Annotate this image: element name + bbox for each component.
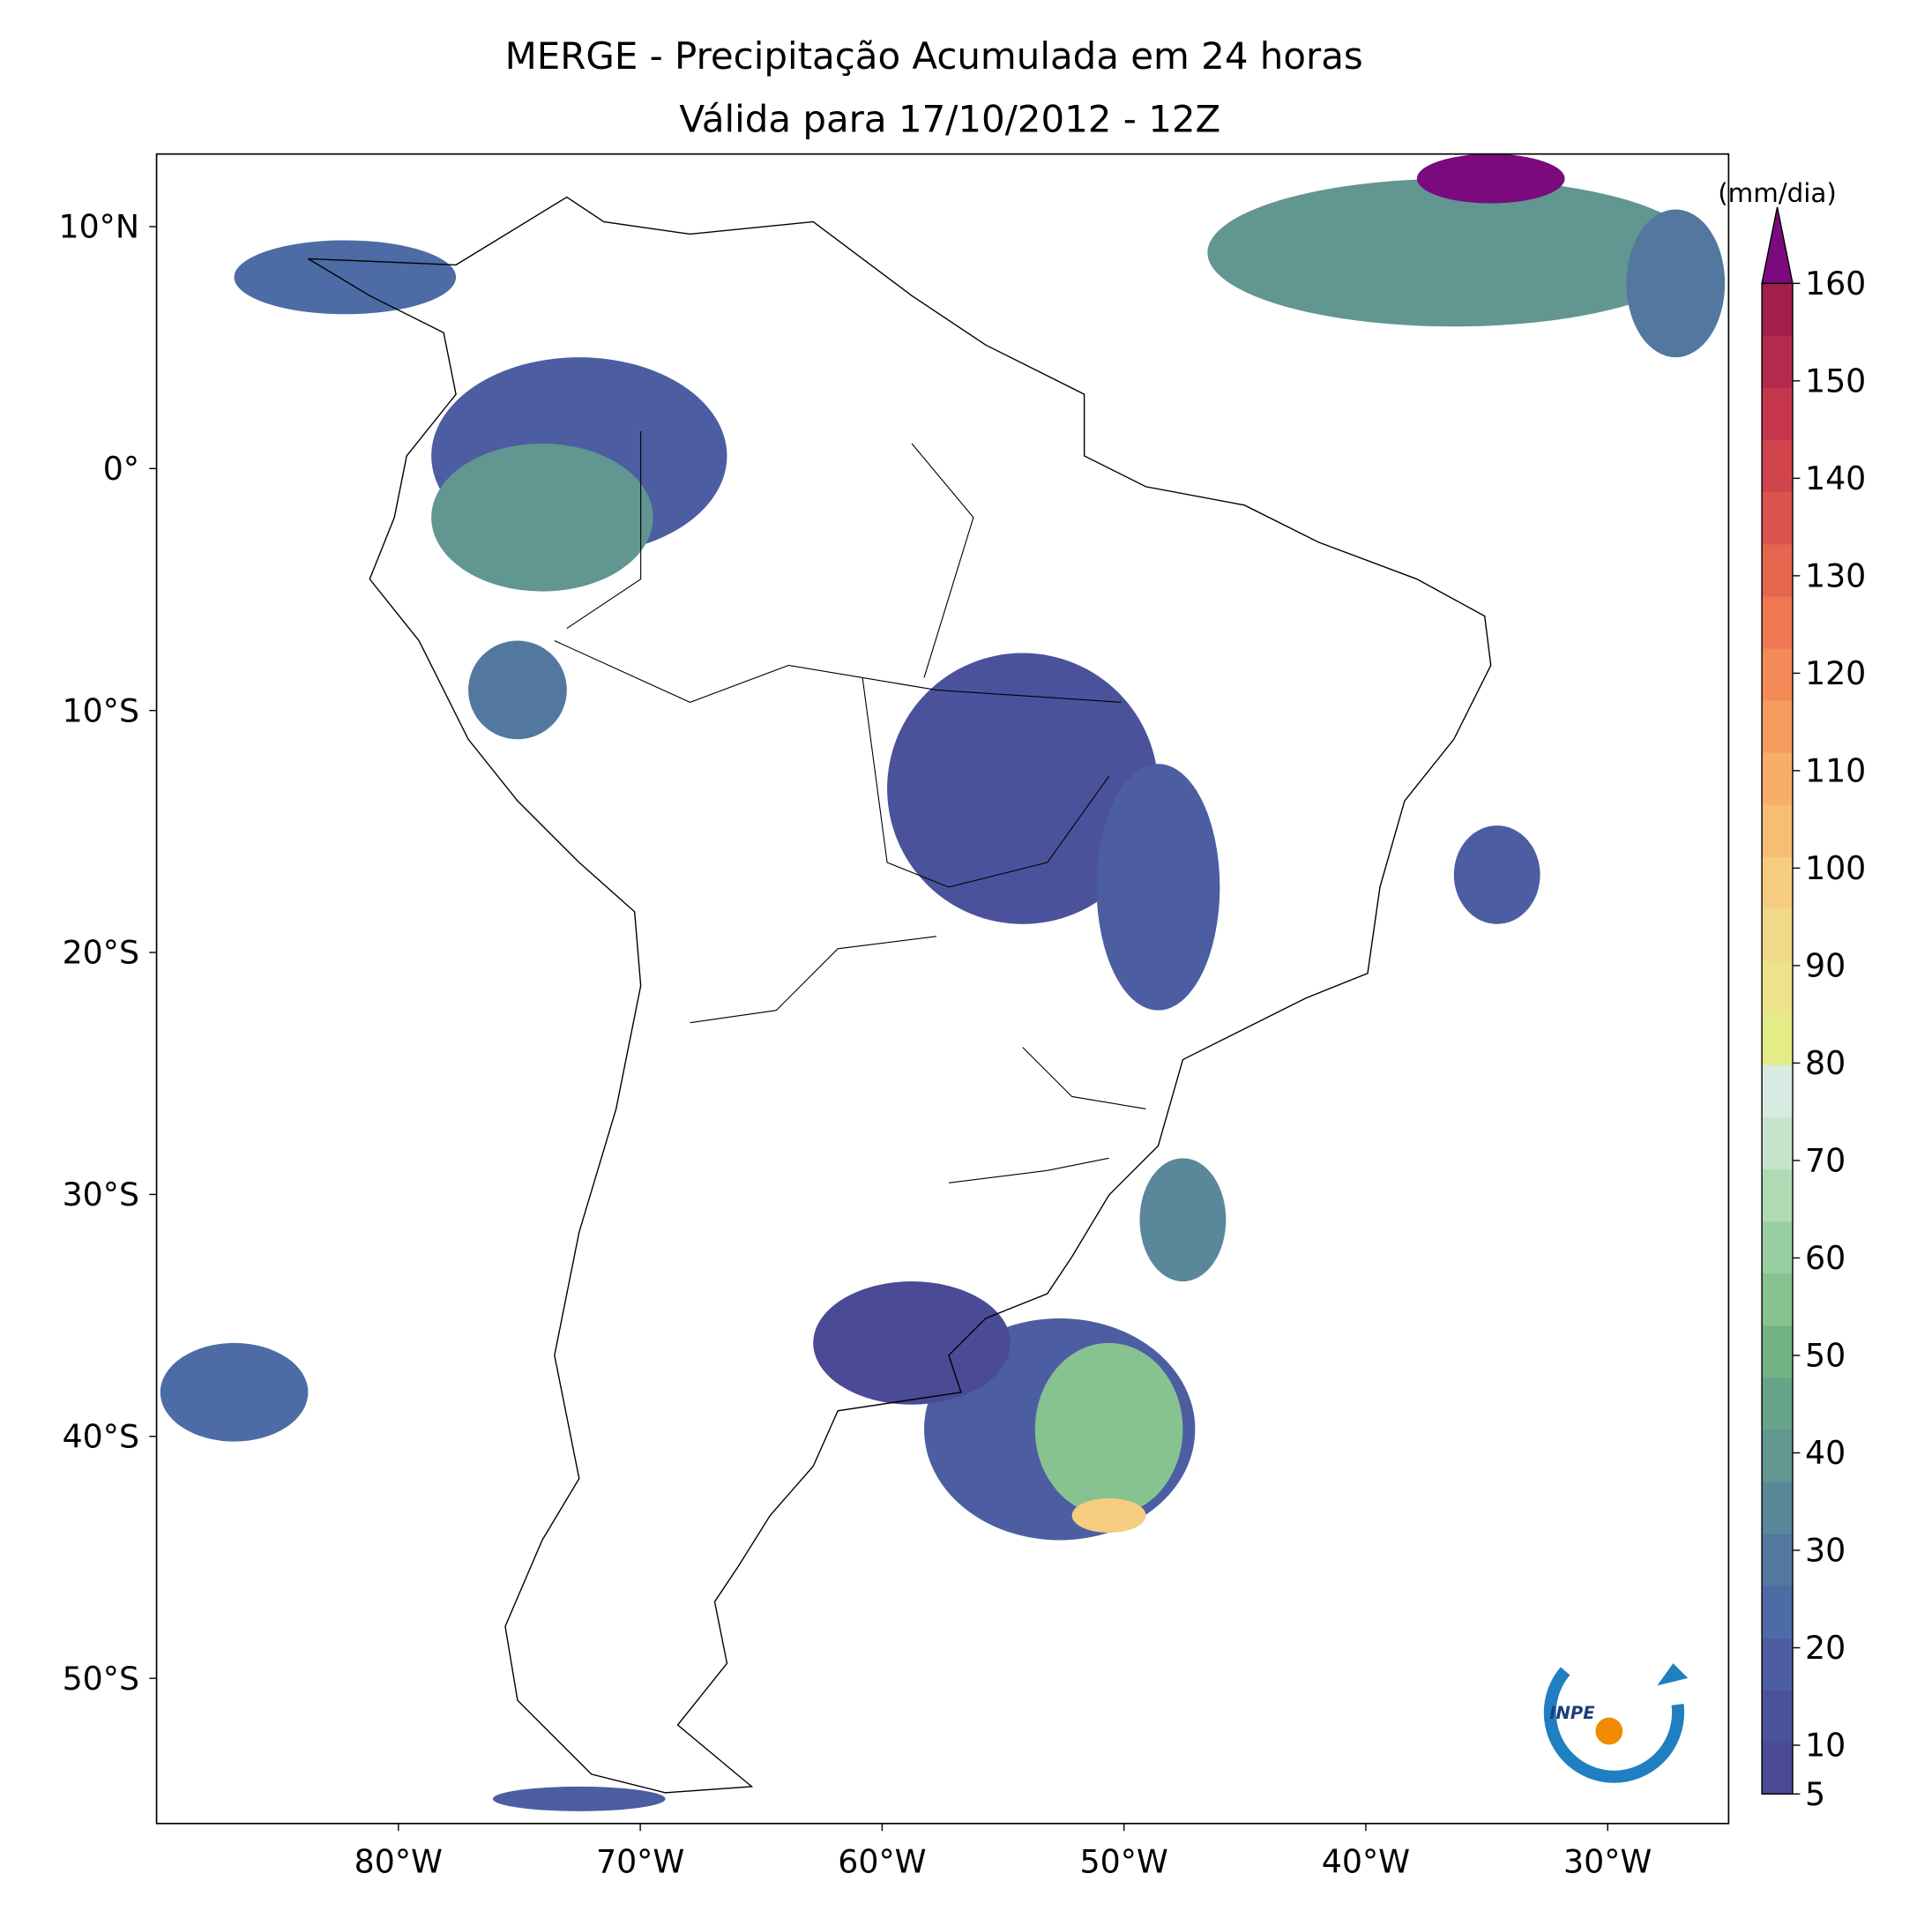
rain-area <box>887 653 1159 924</box>
colorbar-tick-label: 130 <box>1805 556 1866 594</box>
colorbar-band <box>1762 283 1793 337</box>
colorbar-band <box>1762 1377 1793 1430</box>
colorbar-tick-label: 100 <box>1805 849 1866 887</box>
x-tick-label: 80°W <box>354 1843 443 1881</box>
colorbar-tick-label: 10 <box>1805 1727 1846 1765</box>
rain-area <box>431 443 653 592</box>
y-tick-label: 10°N <box>58 208 139 246</box>
rain-area <box>1096 764 1220 1011</box>
colorbar-band <box>1762 1012 1793 1066</box>
colorbar-band <box>1762 387 1793 441</box>
y-tick-label: 20°S <box>63 934 139 972</box>
colorbar-band <box>1762 335 1793 389</box>
logo-arc <box>1543 1642 1685 1783</box>
colorbar-band <box>1762 543 1793 597</box>
colorbar-band <box>1762 1116 1793 1170</box>
colorbar-band <box>1762 1690 1793 1743</box>
rain-area <box>1207 178 1701 327</box>
colorbar-tick-label: 40 <box>1805 1434 1846 1472</box>
colorbar-band <box>1762 960 1793 1013</box>
colorbar-tick-label: 60 <box>1805 1239 1846 1277</box>
y-tick-label: 50°S <box>63 1660 139 1698</box>
colorbar-band <box>1762 439 1793 493</box>
colorbar-band <box>1762 647 1793 701</box>
rain-area <box>1034 1342 1183 1516</box>
logo-dot <box>1595 1717 1623 1745</box>
x-tick-label: 40°W <box>1322 1843 1410 1881</box>
colorbar-band <box>1762 908 1793 961</box>
colorbar-band <box>1762 1168 1793 1222</box>
x-tick-label: 50°W <box>1080 1843 1168 1881</box>
colorbar-band <box>1762 1325 1793 1378</box>
colorbar-band <box>1762 1429 1793 1482</box>
colorbar-tick-label: 30 <box>1805 1532 1846 1570</box>
colorbar-frame <box>1761 282 1794 1795</box>
logo: INPE <box>1543 1642 1689 1783</box>
colorbar-band <box>1762 595 1793 649</box>
colorbar-band <box>1762 1481 1793 1534</box>
axis-ticks: 80°W 70°W 60°W 50°W 40°W 30°W 10°N 0° 10°S 20°S 30… <box>58 208 1652 1881</box>
colorbar-band <box>1762 1221 1793 1274</box>
precipitation <box>160 153 1726 1811</box>
borders <box>554 431 1146 1183</box>
rain-area <box>1453 825 1540 924</box>
colorbar-tick-label: 5 <box>1805 1775 1825 1813</box>
colorbar: (mm/dia) 5 10 20 30 40 50 60 70 80 90 100 110 120 130 1… <box>1718 178 1866 1813</box>
rain-area <box>1139 1158 1227 1282</box>
colorbar-band <box>1762 1742 1793 1795</box>
colorbar-band <box>1762 491 1793 545</box>
rain-area <box>1071 1497 1146 1534</box>
title: MERGE - Precipitação Acumulada em 24 hor… <box>505 34 1363 78</box>
colorbar-tick-label: 50 <box>1805 1337 1846 1375</box>
rain-area <box>813 1281 1011 1405</box>
colorbar-tick-label: 20 <box>1805 1629 1846 1667</box>
rain-area <box>468 640 567 740</box>
logo-arrow <box>1657 1663 1689 1686</box>
rain-area <box>492 1786 666 1811</box>
y-tick-label: 0° <box>103 450 139 488</box>
colorbar-band <box>1762 699 1793 753</box>
colorbar-tick-label: 70 <box>1805 1142 1846 1180</box>
colorbar-band <box>1762 751 1793 805</box>
colorbar-tick-label: 80 <box>1805 1044 1846 1082</box>
y-tick-label: 40°S <box>63 1417 139 1455</box>
colorbar-tick-label: 150 <box>1805 362 1866 399</box>
x-tick-label: 70°W <box>596 1843 684 1881</box>
colorbar-label: (mm/dia) <box>1718 178 1837 208</box>
colorbar-band <box>1762 1273 1793 1326</box>
colorbar-band <box>1762 1533 1793 1586</box>
rain-area <box>234 240 457 315</box>
map-frame <box>155 153 1730 1825</box>
rain-area <box>1416 153 1565 204</box>
colorbar-tick-label: 120 <box>1805 654 1866 692</box>
subtitle: Válida para 17/10/2012 - 12Z <box>679 97 1220 140</box>
colorbar-tick-label: 90 <box>1805 946 1846 984</box>
y-tick-label: 30°S <box>63 1176 139 1213</box>
x-tick-label: 30°W <box>1563 1843 1652 1881</box>
rain-area <box>1626 209 1726 358</box>
colorbar-band <box>1762 1586 1793 1639</box>
rain-area <box>160 1342 309 1442</box>
colorbar-extend <box>1761 206 1794 285</box>
colorbar-band <box>1762 856 1793 909</box>
x-tick-label: 60°W <box>838 1843 926 1881</box>
logo-text: INPE <box>1549 1703 1595 1723</box>
y-tick-label: 10°S <box>63 691 139 729</box>
colorbar-band <box>1762 1638 1793 1691</box>
colorbar-tick-label: 160 <box>1805 265 1866 302</box>
colorbar-band <box>1762 1064 1793 1118</box>
colorbar-tick-label: 140 <box>1805 459 1866 497</box>
colorbar-tick-label: 110 <box>1805 751 1866 789</box>
colorbar-band <box>1762 804 1793 857</box>
coastline <box>308 196 1492 1794</box>
